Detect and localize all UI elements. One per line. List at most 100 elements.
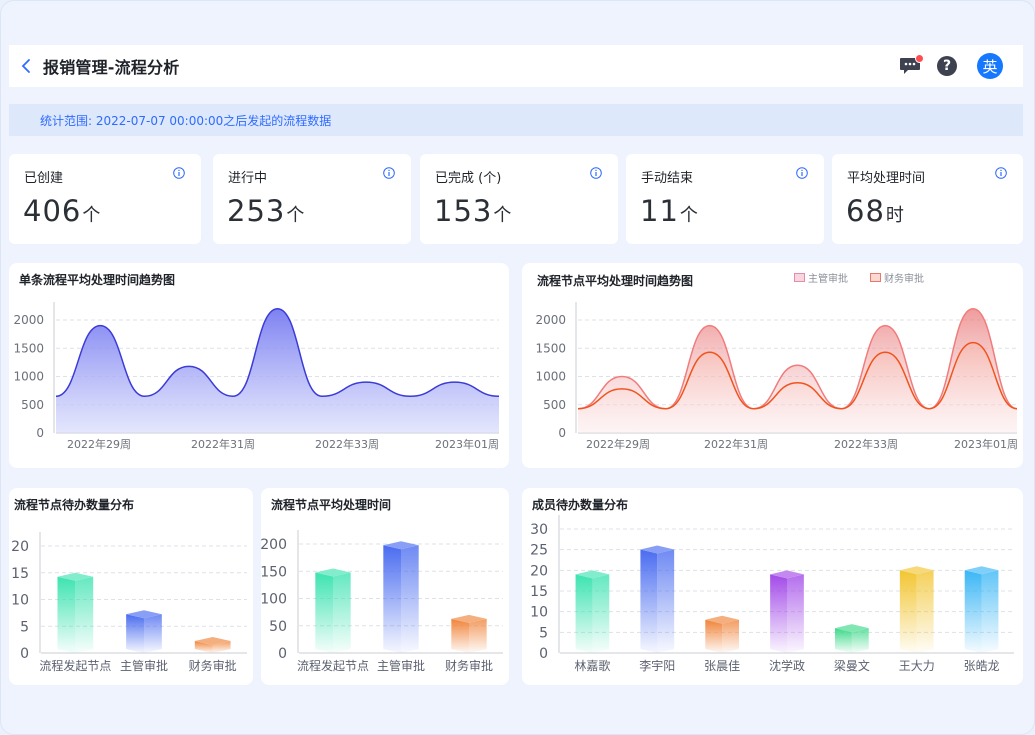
stat-card-completed: 已完成 (个) 153个: [420, 154, 618, 244]
stat-card-manual-end: 手动结束 11个: [626, 154, 824, 244]
legend-item[interactable]: 财务审批: [870, 270, 924, 285]
bar-right-face: [916, 570, 934, 653]
y-tick-label: 10: [11, 593, 29, 609]
chart-card-member-todo: 成员待办数量分布 0 5 10 15 20 25 30 林嘉歌 李宇阳 张晨佳 沈学政 梁曼文 王大力 张…: [522, 488, 1023, 685]
bar-left-face: [126, 614, 144, 653]
stat-value: 11个: [640, 194, 698, 228]
bar-left-face: [194, 640, 213, 653]
bar-top-face: [383, 541, 419, 550]
series-area: [56, 308, 499, 433]
bar-right-face: [212, 640, 231, 653]
stat-card-created: 已创建 406个: [9, 154, 201, 244]
message-icon[interactable]: [899, 54, 924, 75]
stat-label: 平均处理时间: [847, 171, 926, 186]
x-tick-label: 王大力: [899, 659, 935, 673]
x-tick-label: 林嘉歌: [574, 658, 610, 673]
chevron-left-icon[interactable]: [15, 55, 37, 77]
info-icon[interactable]: [590, 167, 602, 179]
y-tick-label: 0: [20, 646, 29, 662]
chart-node-todo: 0 5 10 15 20 流程发起节点 主管审批 财务审批: [11, 532, 247, 673]
stat-label: 进行中: [228, 171, 268, 186]
bar-top-face: [194, 636, 231, 645]
chart-card-node-trend: 流程节点平均处理时间趋势图 主管审批 财务审批 0 500 1000 1500 2000…: [522, 263, 1023, 468]
stat-value: 406个: [23, 194, 101, 228]
info-icon[interactable]: [796, 167, 808, 179]
y-tick-label: 0: [539, 646, 548, 662]
avatar[interactable]: 英: [977, 53, 1003, 79]
bar-left-face: [899, 570, 917, 653]
y-tick-label: 1000: [535, 370, 566, 384]
series-area: [578, 342, 1017, 433]
chart-card-node-todo: 流程节点待办数量分布 0 5 10 15 20 流程发起节点 主管审批 财务审批: [9, 488, 253, 685]
x-tick-label: 张晨佳: [704, 659, 740, 673]
y-tick-label: 20: [530, 563, 548, 579]
chart-title: 流程节点平均处理时间趋势图: [537, 274, 694, 288]
y-tick-label: 5: [539, 625, 548, 641]
y-tick-label: 15: [530, 584, 548, 600]
stat-label: 手动结束: [641, 171, 694, 186]
y-tick-label: 500: [543, 398, 566, 412]
y-tick-label: 20: [11, 539, 29, 555]
bar-top-face: [899, 566, 934, 575]
y-tick-label: 150: [261, 564, 287, 580]
bar-top-face: [315, 568, 351, 577]
y-tick-label: 0: [558, 426, 566, 440]
y-tick-label: 200: [261, 537, 287, 553]
chart-node-time: 0 50 100 150 200 流程发起节点 主管审批 财务审批: [261, 530, 503, 673]
chart-title: 成员待办数量分布: [532, 498, 629, 512]
y-tick-label: 2000: [535, 313, 566, 327]
bar-left-face: [964, 570, 982, 653]
stat-card-in-progress: 进行中 253个: [213, 154, 411, 244]
chart-member-todo: 0 5 10 15 20 25 30 林嘉歌 李宇阳 张晨佳 沈学政 梁曼文 王大力 张皓龙: [530, 515, 1014, 673]
stat-value: 153个: [434, 194, 512, 228]
y-tick-label: 1500: [13, 341, 44, 355]
bar-top-face: [451, 614, 487, 623]
info-icon[interactable]: [383, 167, 395, 179]
y-tick-label: 1000: [13, 370, 44, 384]
chart-title: 单条流程平均处理时间趋势图: [19, 273, 176, 287]
info-icon[interactable]: [173, 167, 185, 179]
bar-left-face: [834, 628, 852, 653]
x-tick-label: 2022年33周: [315, 437, 379, 451]
chart-card-node-time: 流程节点平均处理时间 0 50 100 150 200 流程发起节点 主管审批 财务审批: [261, 488, 509, 685]
chart-node-trend: 0 500 1000 1500 2000 2022年29周 2022年31周 2022年33周…: [535, 302, 1018, 451]
x-tick-label: 2022年31周: [191, 437, 255, 451]
info-icon[interactable]: [995, 167, 1007, 179]
x-tick-label: 2022年33周: [834, 437, 898, 451]
bar-right-face: [469, 618, 487, 653]
chart-title: 流程节点待办数量分布: [14, 498, 135, 512]
x-tick-label: 2022年29周: [586, 437, 650, 451]
scope-notice: 统计范围: 2022-07-07 00:00:00之后发起的流程数据: [9, 104, 1023, 136]
bar-right-face: [657, 549, 675, 653]
bar-left-face: [575, 574, 593, 653]
bar-right-face: [144, 614, 162, 653]
y-tick-label: 10: [530, 605, 548, 621]
bar-left-face: [57, 576, 76, 653]
bar-left-face: [770, 574, 787, 653]
y-tick-label: 5: [20, 619, 29, 635]
bar-right-face: [851, 628, 869, 653]
x-tick-label: 2023年01周: [435, 437, 499, 451]
y-tick-label: 0: [36, 426, 44, 440]
bar-left-face: [705, 619, 723, 653]
bar-left-face: [315, 572, 333, 653]
x-tick-label: 2022年31周: [704, 437, 768, 451]
bar-top-face: [575, 570, 610, 579]
x-tick-label: 李宇阳: [639, 658, 675, 673]
y-tick-label: 2000: [13, 313, 44, 327]
bar-left-face: [640, 549, 658, 653]
x-tick-label: 流程发起节点: [39, 658, 111, 673]
help-icon[interactable]: ?: [937, 56, 957, 76]
x-tick-label: 梁曼文: [834, 658, 870, 673]
x-tick-label: 财务审批: [189, 658, 237, 673]
x-tick-label: 张皓龙: [964, 659, 1000, 673]
y-tick-label: 25: [530, 543, 548, 559]
bar-right-face: [401, 545, 419, 653]
bar-top-face: [126, 610, 162, 619]
bar-top-face: [705, 615, 740, 624]
legend-item[interactable]: 主管审批: [794, 270, 848, 285]
x-tick-label: 主管审批: [120, 658, 168, 673]
y-tick-label: 500: [21, 398, 44, 412]
bar-top-face: [770, 570, 804, 579]
y-tick-label: 30: [530, 522, 548, 538]
